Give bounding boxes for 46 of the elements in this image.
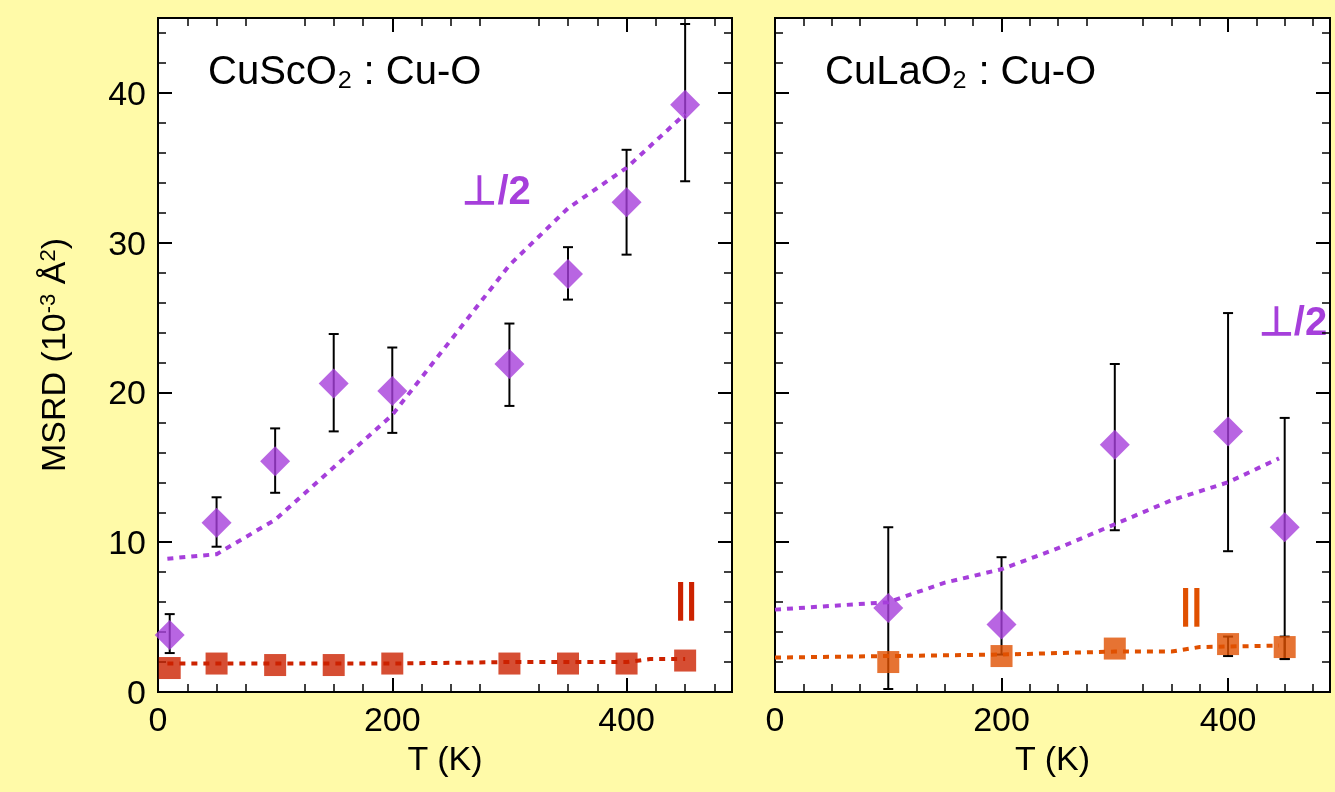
point bbox=[986, 609, 1017, 640]
point bbox=[494, 348, 525, 379]
y-tick-label: 20 bbox=[108, 373, 146, 412]
point bbox=[557, 652, 579, 675]
point bbox=[381, 652, 404, 675]
point bbox=[205, 652, 228, 675]
series-label: ⊥/2 bbox=[1258, 299, 1328, 344]
y-tick-label: 30 bbox=[108, 223, 146, 262]
point bbox=[611, 187, 642, 218]
y-tick-label: 0 bbox=[127, 673, 146, 711]
point bbox=[322, 654, 345, 677]
y-tick-label: 10 bbox=[108, 523, 146, 562]
point bbox=[615, 652, 638, 675]
series-label: ⊥/2 bbox=[462, 167, 531, 212]
point bbox=[1099, 429, 1130, 460]
annotation: CuLaO₂ : Cu-O bbox=[825, 48, 1097, 92]
point bbox=[260, 446, 291, 477]
x-tick-label: 400 bbox=[598, 700, 655, 738]
point bbox=[1103, 637, 1126, 660]
point bbox=[877, 651, 900, 674]
point bbox=[553, 259, 583, 290]
annotation: CuScO₂ : Cu-O bbox=[208, 48, 482, 92]
y-tick-label: 40 bbox=[108, 73, 146, 112]
x-axis-title: T (K) bbox=[1015, 738, 1090, 777]
point bbox=[1213, 416, 1244, 447]
point bbox=[873, 593, 904, 624]
point bbox=[158, 657, 181, 680]
point bbox=[1269, 512, 1300, 543]
series-label: || bbox=[674, 575, 698, 621]
point bbox=[674, 649, 697, 672]
point bbox=[670, 89, 701, 120]
point bbox=[377, 375, 408, 406]
point bbox=[318, 368, 349, 399]
series-label: || bbox=[1180, 582, 1203, 628]
y-axis-title: MSRD (10-3 Å2) bbox=[34, 238, 72, 472]
point bbox=[201, 507, 232, 538]
x-tick-label: 0 bbox=[765, 700, 785, 738]
x-tick-label: 200 bbox=[363, 700, 421, 738]
point bbox=[264, 654, 287, 677]
point bbox=[498, 652, 521, 675]
x-axis-title: T (K) bbox=[407, 738, 483, 777]
point bbox=[1217, 633, 1240, 656]
x-tick-label: 200 bbox=[973, 700, 1030, 738]
x-tick-label: 400 bbox=[1199, 700, 1257, 738]
point bbox=[154, 620, 185, 651]
point bbox=[990, 645, 1013, 668]
